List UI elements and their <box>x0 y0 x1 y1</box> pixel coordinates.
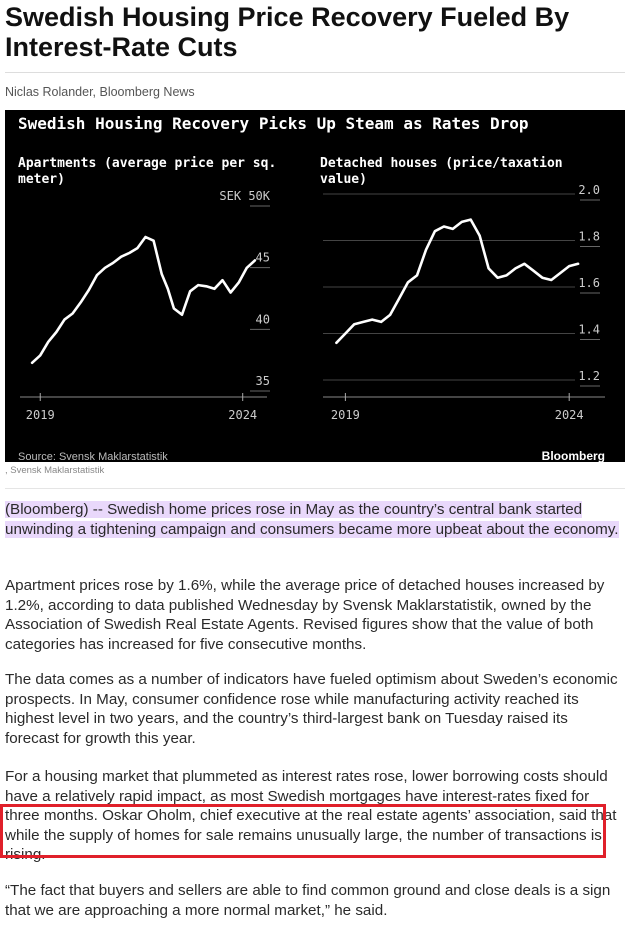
caption-divider <box>5 488 625 489</box>
y-tick-label: 1.6 <box>578 276 600 290</box>
houses-price-line <box>335 218 580 345</box>
panel-title-apartments-line2: meter) <box>18 172 65 187</box>
x-tick-label: 2024 <box>555 408 584 422</box>
x-tick-label: 2019 <box>26 408 55 422</box>
chart-source: Source: Svensk Maklarstatistik <box>18 451 168 462</box>
article-headline: Swedish Housing Price Recovery Fueled By… <box>5 2 570 62</box>
chart-svg: Swedish Housing Recovery Picks Up Steam … <box>18 114 605 462</box>
y-tick-label: 2.0 <box>578 183 600 197</box>
lead-paragraph: (Bloomberg) -- Swedish home prices rose … <box>5 500 623 539</box>
bloomberg-logo: Bloomberg <box>542 449 605 462</box>
y-tick-label: 45 <box>256 251 270 265</box>
y-tick-label: 40 <box>256 312 270 326</box>
highlighted-text: (Bloomberg) -- Swedish home prices rose … <box>5 501 619 538</box>
houses-panel: 2.0 1.8 1.6 1.4 1.2 2019 2024 <box>323 183 605 422</box>
headline-divider <box>5 72 625 73</box>
panel-title-houses-line2: value) <box>320 172 367 187</box>
apartments-price-line <box>30 235 257 365</box>
svg-text:Detached houses (price/taxatio: Detached houses (price/taxation value) <box>320 156 570 187</box>
chart-title: Swedish Housing Recovery Picks Up Steam … <box>18 114 529 133</box>
y-tick-label: SEK 50K <box>219 189 270 203</box>
y-tick-label: 1.2 <box>578 369 600 383</box>
paragraph-5: “The fact that buyers and sellers are ab… <box>5 882 611 919</box>
paragraph-4: For a housing market that plummeted as i… <box>5 768 617 863</box>
y-tick-label: 1.8 <box>578 230 600 244</box>
x-tick-label: 2019 <box>331 408 360 422</box>
chart-image: Swedish Housing Recovery Picks Up Steam … <box>5 110 625 462</box>
svg-text:Apartments (average price per: Apartments (average price per sq. meter) <box>18 156 284 187</box>
panel-title-apartments-line1: Apartments (average price per sq. <box>18 156 276 171</box>
paragraph-3: The data comes as a number of indicators… <box>5 671 618 747</box>
y-tick-label: 35 <box>256 374 270 388</box>
y-tick-label: 1.4 <box>578 323 600 337</box>
panel-title-houses-line1: Detached houses (price/taxation <box>320 156 563 171</box>
x-tick-label: 2024 <box>228 408 257 422</box>
image-caption: , Svensk Maklarstatistik <box>5 465 105 476</box>
apartments-panel: SEK 50K 45 40 35 2019 2024 <box>20 189 271 422</box>
paragraph-2: Apartment prices rose by 1.6%, while the… <box>5 577 605 653</box>
article-byline: Niclas Rolander, Bloomberg News <box>5 85 195 99</box>
